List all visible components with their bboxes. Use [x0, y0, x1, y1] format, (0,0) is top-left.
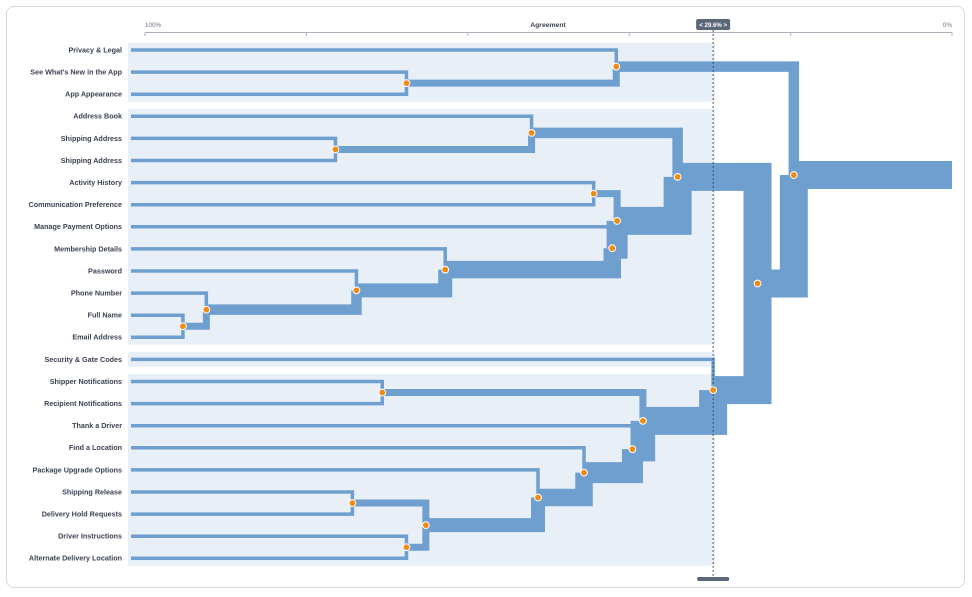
link-m2-right [406, 66, 620, 87]
leaf-label-12: Phone Number [71, 289, 122, 298]
merge-node-m20 [639, 416, 647, 425]
link-m23-left [616, 61, 800, 176]
leaf-label-20: Package Upgrade Options [33, 465, 122, 474]
merge-node-m18 [580, 468, 588, 477]
link-m4-left [131, 114, 534, 133]
merge-node-m7 [202, 305, 211, 314]
leaf-label-22: Delivery Hold Requests [42, 510, 122, 519]
link-m17-left [131, 468, 540, 498]
link-m4-right [335, 132, 536, 153]
leaf-label-24: Alternate Delivery Location [29, 554, 122, 563]
threshold-badge[interactable] [696, 19, 731, 30]
merge-node-m23 [789, 171, 798, 179]
merge-node-m5 [589, 189, 598, 198]
merge-node-m19 [628, 445, 637, 454]
link-m23-right [757, 175, 808, 298]
leaf-label-1: Privacy & Legal [68, 45, 122, 54]
link-m22-left [677, 162, 772, 284]
leaf-label-19: Find a Location [69, 443, 122, 452]
leaf-label-23: Driver Instructions [58, 532, 122, 541]
merge-node-m9 [441, 265, 450, 274]
link-m7-left [131, 291, 209, 310]
merge-node-m16 [421, 521, 430, 530]
leaf-label-9: Manage Payment Options [34, 222, 122, 231]
leaf-label-4: Address Book [73, 112, 122, 121]
merge-node-m3 [331, 145, 340, 154]
link-m2-left [131, 48, 619, 67]
leaf-label-13: Full Name [88, 311, 122, 320]
leaf-label-15: Security & Gate Codes [45, 355, 123, 364]
leaf-label-14: Email Address [72, 333, 122, 342]
link-m22-right [713, 283, 772, 405]
leaf-label-5: Shipping Address [61, 134, 122, 143]
link-m16-right [406, 525, 430, 551]
threshold-label: < 29.6% > [699, 22, 727, 29]
merge-node-m21 [709, 386, 718, 395]
leaf-labels: Privacy & Legal See What's New in the App… [29, 45, 123, 562]
merge-node-m4 [527, 128, 536, 137]
link-m20-right [630, 420, 656, 462]
merge-node-m10 [608, 244, 617, 253]
threshold-cutoff[interactable]: < 29.6% > [696, 19, 731, 581]
axis-ticks [144, 32, 953, 36]
leaf-label-7: Activity History [69, 178, 122, 187]
leaf-label-16: Shipper Notifications [50, 377, 122, 386]
threshold-drag-handle[interactable] [697, 577, 730, 581]
cluster-band-1 [128, 42, 715, 102]
axis-right-label: 0% [943, 22, 953, 29]
leaf-label-11: Password [88, 266, 122, 275]
axis-title: Agreement [530, 22, 566, 29]
link-m7-right [182, 309, 210, 330]
merge-node-m8 [352, 286, 361, 295]
merge-node-m1 [402, 79, 411, 88]
leaf-label-21: Shipping Release [62, 487, 122, 496]
merge-node-m14 [348, 499, 357, 507]
merge-node-m13 [378, 388, 387, 397]
leaf-label-10: Membership Details [54, 244, 122, 253]
merge-node-m11 [613, 217, 621, 225]
agreement-axis: 100% Agreement 0% [144, 22, 953, 36]
merge-nodes [179, 62, 798, 552]
merge-node-m15 [402, 543, 411, 552]
merge-node-m2 [612, 62, 621, 71]
link-m12-left [531, 127, 683, 177]
leaf-label-17: Recipient Notifications [44, 399, 122, 408]
leaf-label-18: Thank a Driver [72, 421, 122, 430]
merge-node-m12 [673, 173, 682, 181]
link-m11-right [606, 220, 628, 259]
link-m16-left [352, 499, 430, 526]
link-m12-right [617, 176, 692, 235]
cluster-bands [128, 42, 715, 566]
leaf-label-8: Communication Preference [29, 200, 122, 209]
merge-node-m17 [534, 493, 542, 502]
leaf-label-6: Shipping Address [61, 156, 122, 165]
leaf-label-2: See What's New in the App [30, 68, 122, 77]
link-m17-right [425, 497, 546, 533]
merge-node-m22 [753, 279, 762, 288]
leaf-label-3: App Appearance [65, 90, 122, 99]
merge-node-m6 [179, 322, 187, 331]
axis-left-label: 100% [145, 22, 162, 29]
